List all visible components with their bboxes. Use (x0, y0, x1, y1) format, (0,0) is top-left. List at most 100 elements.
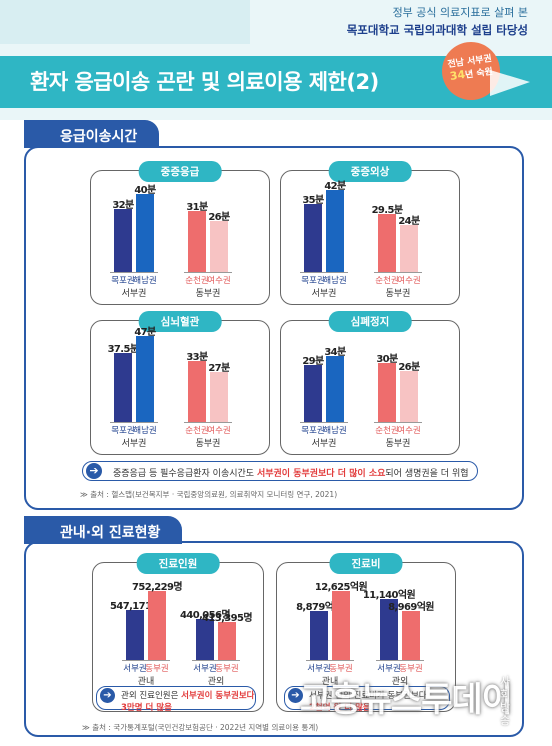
baseline (184, 272, 232, 273)
baseline (192, 660, 240, 661)
paper-plane-icon (490, 70, 530, 96)
data-label: 35분 (302, 195, 324, 206)
baseline (306, 660, 354, 661)
baseline (300, 272, 348, 273)
tick-label: 여수권 (207, 276, 231, 286)
bar (210, 221, 228, 272)
source-text: ≫ 출처 : 국가통계포털(국민건강보험공단 · 2022년 지역별 의료이용 … (82, 723, 319, 732)
header-band (0, 0, 250, 44)
tick-label: 해남권 (323, 426, 347, 436)
data-label: 27분 (208, 363, 230, 374)
bar (332, 591, 350, 660)
data-label: 752,229명 (132, 582, 183, 593)
baseline (110, 422, 158, 423)
baseline (374, 422, 422, 423)
data-label: 24분 (398, 216, 420, 227)
data-label: 440,056명 (180, 610, 231, 621)
bar (188, 211, 206, 272)
chart-title: 중증외상 (328, 161, 412, 182)
chart-title: 진료인원 (136, 553, 220, 574)
bar (126, 610, 144, 660)
watermark-sub: 사회방송 (500, 675, 511, 727)
baseline (184, 422, 232, 423)
transport-summary-note: 중증응급 등 필수응급환자 이송시간도 서부권이 동부권보다 더 많이 소요되어… (82, 461, 478, 481)
group-label: 서부권 (311, 439, 337, 449)
tick-label: 여수권 (397, 426, 421, 436)
bar (380, 599, 398, 660)
tick-label: 순천권 (185, 276, 209, 286)
tick-label: 해남권 (133, 426, 157, 436)
tick-label: 순천권 (375, 426, 399, 436)
cost-note: 서부권 관외 진료비가 동부권보다 2천억 원 더 많음 (284, 686, 450, 713)
data-label: 30분 (376, 354, 398, 365)
header-main-title: 목포대학교 국립의과대학 설립 타당성 (346, 23, 528, 37)
bar (304, 365, 322, 422)
bar (378, 363, 396, 422)
group-label: 관외 (207, 677, 225, 687)
note2-text: 서부권 관외 진료비가 동부권보다 (309, 691, 427, 701)
tick-label: 여수권 (207, 426, 231, 436)
tick-label: 목포권 (111, 426, 135, 436)
tick-label: 동부권 (399, 664, 423, 674)
source-text: ≫ 출처 : 헬스맵(보건복지부 · 국립중앙의료원, 의료취약지 모니터링 연… (80, 490, 338, 499)
bar (326, 190, 344, 272)
bar (148, 591, 166, 660)
bar (400, 225, 418, 272)
group-label: 동부권 (195, 289, 221, 299)
chart-panel (276, 562, 456, 712)
chart-title: 심뇌혈관 (138, 311, 222, 332)
data-label: 32분 (112, 200, 134, 211)
baseline (300, 422, 348, 423)
data-label: 37.5분 (107, 344, 139, 355)
data-label: 8,879억원 (296, 602, 342, 613)
group-label: 관내 (137, 677, 155, 687)
badge-number: 34 (448, 67, 466, 83)
note-highlight: 서부권이 동부권보다 더 많이 소요 (256, 469, 386, 479)
tick-label: 목포권 (301, 276, 325, 286)
data-label: 26분 (398, 362, 420, 373)
bar (310, 611, 328, 660)
note-suffix: 되어 생명권을 더 위협 (385, 469, 469, 479)
visitors-note: 관외 진료인원은 서부권이 동부권보다 3만명 더 많음 (96, 686, 256, 713)
bar (400, 371, 418, 422)
bar (218, 622, 236, 660)
bar (402, 611, 420, 660)
tick-label: 동부권 (145, 664, 169, 674)
group-label: 동부권 (385, 439, 411, 449)
bar (326, 356, 344, 422)
note1-line2: 3만명 더 많음 (121, 703, 172, 713)
bar (114, 209, 132, 272)
group-label: 관내 (321, 677, 339, 687)
page-title: 환자 응급이송 곤란 및 의료이용 제한(2) (30, 70, 379, 94)
baseline (110, 272, 158, 273)
tick-label: 순천권 (375, 276, 399, 286)
group-label: 서부권 (121, 289, 147, 299)
data-label: 31분 (186, 202, 208, 213)
bar (210, 372, 228, 422)
tick-label: 서부권 (307, 664, 331, 674)
data-label: 547,171명 (110, 601, 161, 612)
note-prefix: 중증응급 등 필수응급환자 이송시간도 (113, 469, 257, 479)
bar (304, 204, 322, 272)
data-label: 40분 (134, 185, 156, 196)
tick-label: 목포권 (301, 426, 325, 436)
tick-label: 동부권 (215, 664, 239, 674)
section-tab-transport: 응급이송시간 (24, 120, 160, 148)
data-label: 34분 (324, 347, 346, 358)
tick-label: 서부권 (377, 664, 401, 674)
note1-prefix: 관외 진료인원은 (121, 691, 182, 701)
data-label: 47분 (134, 327, 156, 338)
data-label: 26분 (208, 212, 230, 223)
group-label: 서부권 (311, 289, 337, 299)
bar (136, 194, 154, 272)
chart-title: 중증응급 (138, 161, 222, 182)
group-label: 관외 (391, 677, 409, 687)
data-label: 11,140억원 (362, 590, 416, 601)
data-label: 33분 (186, 352, 208, 363)
data-label: 413,395명 (202, 613, 253, 624)
header-subtitle: 정부 공식 의료지표로 살펴 본 (392, 6, 528, 19)
tick-label: 서부권 (193, 664, 217, 674)
group-label: 서부권 (121, 439, 147, 449)
data-label: 12,625억원 (314, 582, 368, 593)
tick-label: 서부권 (123, 664, 147, 674)
